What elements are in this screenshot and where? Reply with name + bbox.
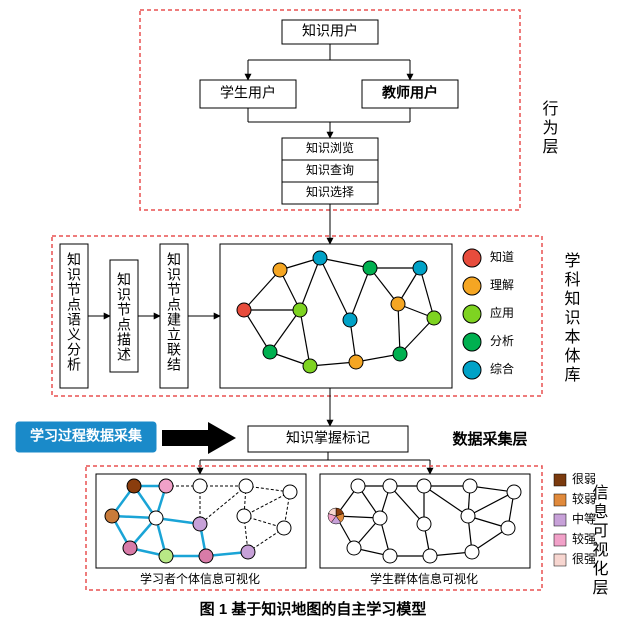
- svg-text:分析: 分析: [490, 334, 514, 348]
- ontology-layer-label: 学科知识本体库: [562, 252, 581, 385]
- svg-text:应用: 应用: [490, 305, 514, 320]
- data-collection-pill-text: 学习过程数据采集: [30, 428, 143, 444]
- stack-2: 知识选择: [306, 185, 354, 199]
- behavior-stack: 知识浏览 知识查询 知识选择: [282, 138, 378, 204]
- figure-caption: 图 1 基于知识地图的自主学习模型: [200, 600, 427, 618]
- knowledge-mastery-text: 知识掌握标记: [286, 430, 370, 446]
- viz-left-caption: 学习者个体信息可视化: [140, 571, 260, 586]
- big-arrow-icon: [162, 422, 236, 454]
- ontology-vboxes: 知识节点语义分析 知识节点描述 知识节点建立联结: [60, 244, 188, 388]
- svg-text:较弱: 较弱: [572, 491, 596, 506]
- viz-right-caption: 学生群体信息可视化: [370, 571, 478, 586]
- stack-0: 知识浏览: [306, 140, 354, 155]
- ontology-legend: 知道理解应用分析综合: [463, 249, 514, 379]
- svg-text:中等: 中等: [572, 511, 596, 526]
- svg-text:综合: 综合: [490, 361, 514, 376]
- svg-text:很弱: 很弱: [572, 472, 596, 486]
- vbox-0: 知识节点语义分析: [66, 251, 82, 372]
- svg-text:理解: 理解: [490, 278, 514, 292]
- vbox-1: 知识节点描述: [116, 271, 132, 362]
- svg-text:知道: 知道: [490, 250, 514, 264]
- svg-text:较强: 较强: [572, 531, 596, 546]
- svg-text:很强: 很强: [572, 552, 596, 566]
- knowledge-user-text: 知识用户: [302, 23, 358, 39]
- student-user-text: 学生用户: [220, 85, 276, 101]
- vbox-2: 知识节点建立联结: [166, 251, 182, 372]
- data-layer-label: 数据采集层: [452, 430, 527, 448]
- behavior-layer-label: 行为层: [540, 100, 559, 157]
- teacher-user-text: 教师用户: [382, 85, 438, 101]
- stack-1: 知识查询: [306, 163, 354, 177]
